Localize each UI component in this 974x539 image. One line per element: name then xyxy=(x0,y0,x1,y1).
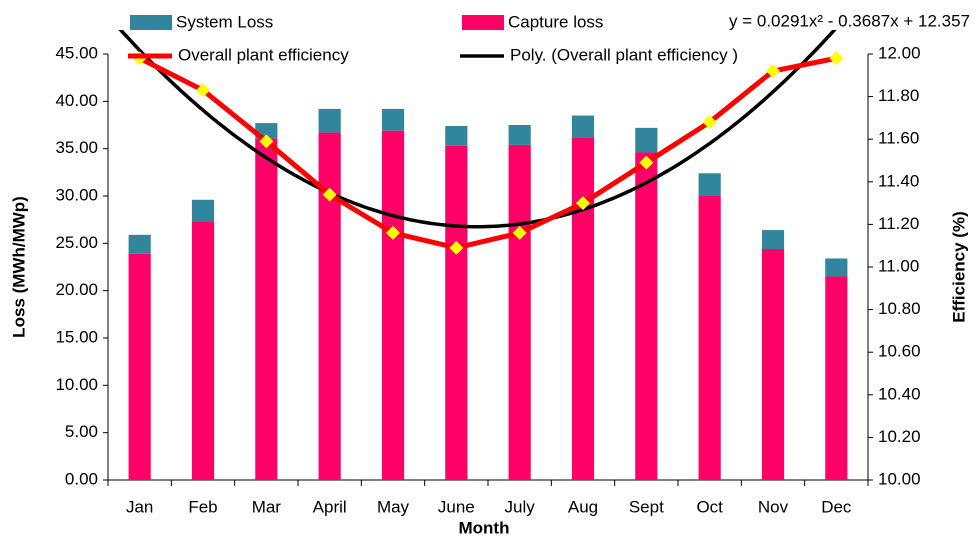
legend-label: Capture loss xyxy=(508,12,603,31)
x-tick-label: Mar xyxy=(252,497,282,516)
bar xyxy=(445,125,468,146)
marker xyxy=(386,225,400,240)
bar xyxy=(698,196,721,480)
bar xyxy=(761,249,785,480)
bar xyxy=(571,115,595,138)
bar xyxy=(128,253,151,480)
trend-equation: y = 0.0291x² - 0.3687x + 12.357 xyxy=(729,11,970,30)
marker xyxy=(322,187,337,202)
y2-tick-label: 11.40 xyxy=(878,171,919,190)
y-tick-label: 30.00 xyxy=(55,185,98,204)
y-tick-label: 40.00 xyxy=(55,91,98,110)
bar xyxy=(445,145,468,480)
x-tick-label: May xyxy=(377,497,410,516)
y2-tick-label: 12.00 xyxy=(878,43,921,62)
marker xyxy=(829,51,844,66)
x-tick-label: Feb xyxy=(188,497,217,516)
x-tick-label: Nov xyxy=(758,497,789,516)
bar xyxy=(571,137,595,480)
y-tick-label: 10.00 xyxy=(55,375,98,394)
marker xyxy=(259,134,274,149)
y-tick-label: 0.00 xyxy=(65,469,98,488)
legend-swatch xyxy=(462,15,504,30)
y2-tick-label: 11.80 xyxy=(878,86,919,105)
marker xyxy=(702,115,717,130)
bar xyxy=(191,199,215,222)
y-tick-label: 15.00 xyxy=(55,327,98,346)
bar xyxy=(635,152,658,480)
x-tick-label: April xyxy=(313,497,347,516)
x-tick-label: Oct xyxy=(696,497,723,516)
marker xyxy=(512,225,527,240)
marker xyxy=(639,155,654,170)
legend-swatch xyxy=(130,15,172,30)
y2-tick-label: 11.60 xyxy=(878,129,919,148)
bar xyxy=(508,125,531,145)
x-tick-label: Jan xyxy=(126,497,153,516)
marker xyxy=(449,240,464,255)
x-tick-label: Sept xyxy=(629,497,664,516)
bar xyxy=(318,108,341,133)
marker xyxy=(576,196,590,211)
y2-tick-label: 10.40 xyxy=(878,384,921,403)
marker xyxy=(196,83,210,98)
legend-label: System Loss xyxy=(176,12,273,31)
y2-tick-label: 10.00 xyxy=(878,469,921,488)
legend-label: Poly. (Overall plant efficiency ) xyxy=(510,45,738,64)
bar xyxy=(381,108,405,131)
x-tick-label: July xyxy=(505,497,536,516)
y-tick-label: 35.00 xyxy=(55,138,98,157)
x-tick-label: Dec xyxy=(821,497,852,516)
bar xyxy=(825,276,848,480)
legend-label: Overall plant efficiency xyxy=(178,45,349,64)
x-axis-label: Month xyxy=(459,518,510,537)
x-tick-label: Aug xyxy=(568,497,598,516)
y2-tick-label: 10.80 xyxy=(878,299,921,318)
bar xyxy=(698,173,721,196)
bar xyxy=(128,234,151,254)
y-tick-label: 5.00 xyxy=(65,422,98,441)
y2-tick-label: 11.20 xyxy=(878,214,919,233)
trendline xyxy=(118,30,837,229)
bar xyxy=(191,221,215,480)
bar xyxy=(508,144,531,480)
y-tick-label: 20.00 xyxy=(55,280,98,299)
bar xyxy=(761,230,785,250)
y-tick-label: 45.00 xyxy=(55,43,98,62)
y2-tick-label: 11.00 xyxy=(878,256,919,275)
bar xyxy=(318,132,341,480)
y-tick-label: 25.00 xyxy=(55,233,98,252)
y2-axis-label: Efficiency (%) xyxy=(949,211,968,322)
y-axis-label: Loss (MWh/MWp) xyxy=(9,196,28,338)
y2-tick-label: 10.60 xyxy=(878,342,921,361)
bar xyxy=(825,258,848,277)
bar xyxy=(255,138,278,480)
line xyxy=(138,55,837,251)
x-tick-label: June xyxy=(438,497,475,516)
bar xyxy=(381,130,405,480)
y2-tick-label: 10.20 xyxy=(878,427,921,446)
marker xyxy=(766,64,780,79)
bar xyxy=(635,127,658,153)
